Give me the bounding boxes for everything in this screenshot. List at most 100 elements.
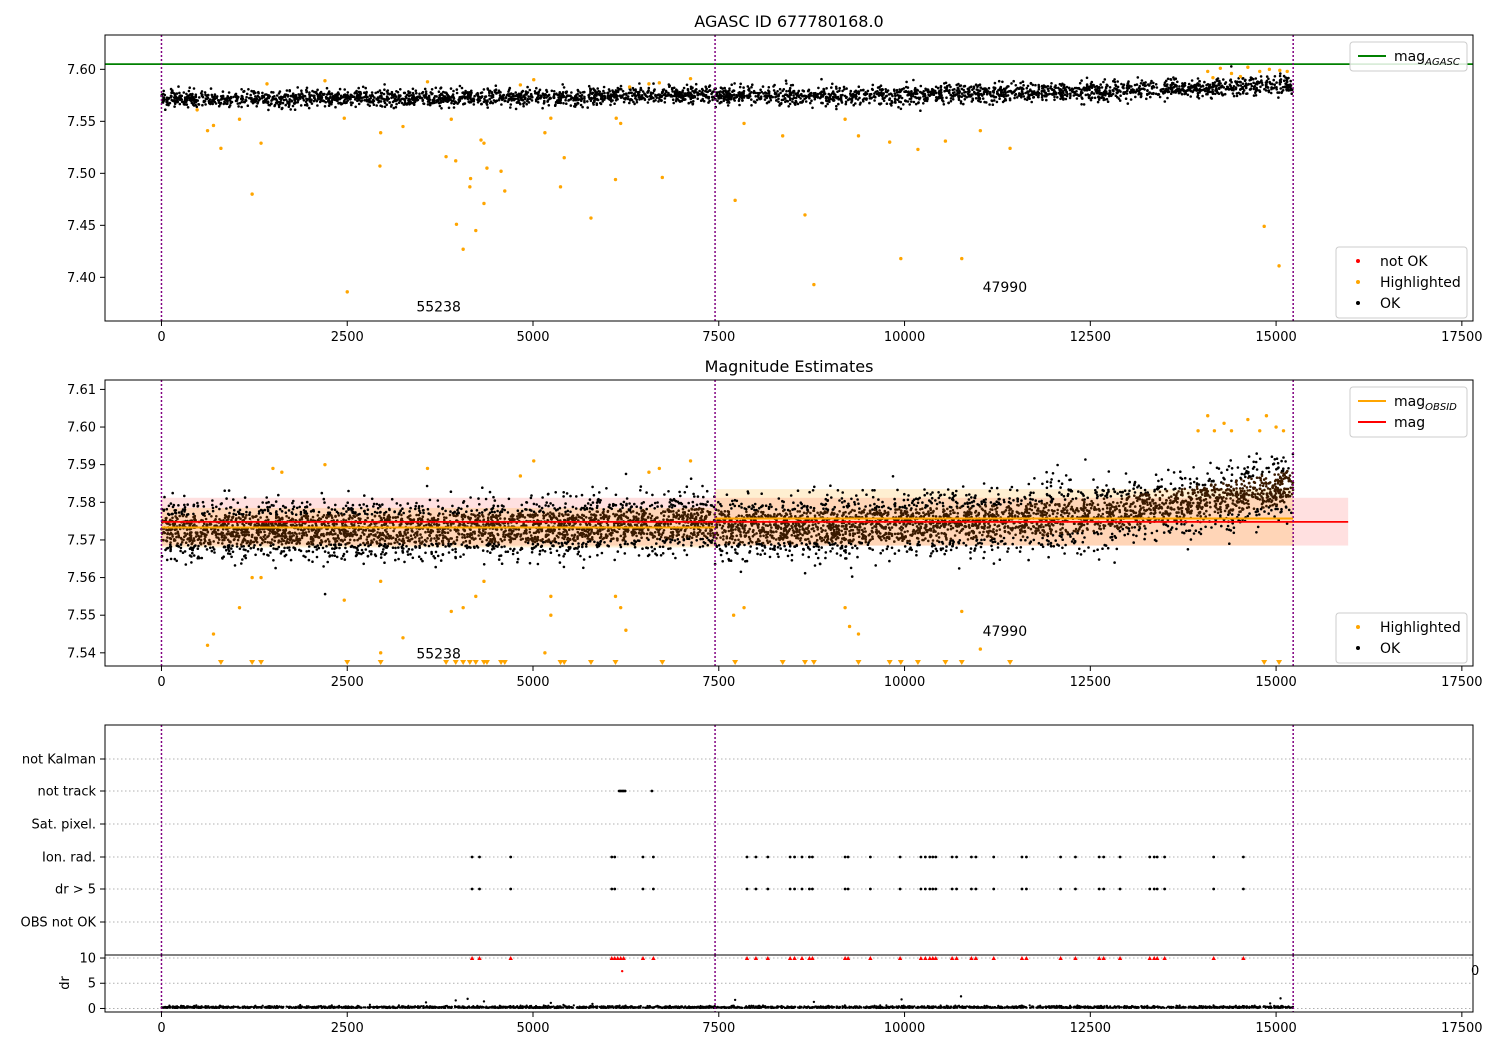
p1-ok-point: [310, 94, 313, 97]
p2-ok-point: [585, 542, 588, 546]
p1-ok-point: [994, 95, 998, 99]
p2-ok-point: [259, 549, 263, 552]
p1-ok-point: [935, 97, 938, 101]
p1-ok-point: [741, 91, 745, 95]
p1-ok-point: [992, 89, 995, 93]
p1-ok-point: [242, 89, 246, 93]
p1-ok-point: [410, 101, 414, 105]
p1-ok-point: [520, 96, 523, 99]
p1-ok-point: [595, 97, 599, 101]
p2-ok-point: [530, 551, 534, 554]
p1-ok-point: [997, 88, 1000, 92]
p1-ok-point: [1007, 90, 1011, 93]
p1-ok-point: [999, 93, 1003, 96]
p1-ok-point: [1042, 89, 1045, 93]
p1-ok-point: [905, 80, 908, 84]
p1-ok-point: [329, 102, 333, 105]
p1-ok-point: [719, 100, 723, 104]
p1-ok-point: [1250, 84, 1254, 88]
p1-ok-point: [602, 89, 605, 93]
p2-ok-point: [192, 554, 196, 557]
p2-ok-point: [480, 511, 484, 514]
p1-ok-point: [188, 98, 192, 102]
p1-ok-point: [1115, 88, 1118, 91]
p1-ok-point: [925, 99, 929, 103]
p2-ok-point: [411, 530, 414, 533]
p1-ok-point: [634, 90, 638, 93]
p1-ok-point: [415, 91, 418, 95]
p1-ok-point: [490, 92, 494, 95]
p1-ok-point: [1010, 92, 1014, 95]
p1-ok-point: [960, 95, 963, 98]
p1-ok-point: [449, 87, 453, 90]
p1-highlighted-point: [543, 131, 547, 135]
p1-ok-point: [171, 89, 174, 92]
p1-ok-point: [728, 95, 732, 99]
p1-ok-point: [165, 98, 169, 102]
p1-ok-point: [488, 94, 491, 97]
p2-ok-point: [338, 546, 341, 550]
p2-ok-point: [298, 532, 301, 535]
p1-ok-point: [583, 100, 586, 104]
p1-ok-point: [448, 95, 451, 99]
p1-ok-point: [385, 90, 389, 93]
p1-ok-point: [997, 93, 1000, 97]
p1-ok-point: [270, 90, 273, 94]
p1-highlighted-point: [803, 213, 807, 217]
p2-ok-point: [588, 555, 592, 559]
p1-ok-point: [165, 103, 169, 106]
p1-ok-point: [637, 90, 640, 94]
p1-ok-point: [1206, 83, 1210, 86]
p1-ok-point: [1022, 84, 1025, 87]
p1-ok-point: [512, 94, 515, 98]
p1-ok-point: [1126, 102, 1130, 105]
p1-ok-point: [1138, 84, 1141, 88]
p1-ok-point: [732, 93, 736, 97]
p2-ok-point: [344, 523, 347, 527]
p1-ok-point: [1226, 86, 1230, 89]
p1-ok-point: [264, 93, 267, 96]
p1-ok-point: [1249, 78, 1253, 81]
p1-ok-point: [1046, 85, 1050, 88]
p1-ok-point: [189, 93, 192, 96]
p1-ok-point: [759, 95, 763, 98]
p1-ok-point: [1244, 82, 1248, 85]
p1-ok-point: [611, 89, 614, 92]
p1-ok-point: [675, 95, 678, 98]
p2-ok-point: [245, 505, 249, 509]
p1-ok-point: [378, 89, 382, 92]
p1-ok-point: [547, 104, 551, 107]
p1-ok-point: [957, 95, 960, 98]
p1-ok-point: [908, 103, 911, 106]
p1-ok-point: [841, 89, 844, 93]
p1-ok-point: [769, 94, 773, 98]
p1-ok-point: [627, 91, 631, 95]
p2-ok-point: [383, 539, 387, 542]
p1-ok-point: [590, 96, 593, 100]
p1-ok-point: [590, 92, 594, 96]
p1-xtick-label: 0: [157, 330, 165, 345]
p2-ok-point: [581, 535, 584, 538]
p1-ok-point: [878, 85, 881, 89]
p2-ok-point: [670, 538, 674, 542]
p2-ok-point: [328, 533, 331, 536]
p2-ok-point: [394, 551, 398, 554]
p2-ok-point: [663, 510, 667, 513]
p1-ok-point: [1075, 93, 1078, 96]
p1-ok-point: [1139, 82, 1143, 85]
p1-ok-point: [1131, 91, 1135, 94]
p2-ok-point: [660, 511, 663, 515]
p1-ok-point: [190, 95, 193, 99]
p1-ok-point: [681, 91, 684, 94]
p2-ok-point: [633, 502, 636, 506]
p1-ok-point: [854, 97, 858, 100]
p1-ok-point: [800, 94, 804, 98]
p1-ok-point: [1211, 83, 1215, 87]
p1-ok-point: [409, 98, 412, 101]
p1-ok-point: [1169, 78, 1172, 81]
p1-ok-point: [776, 90, 779, 93]
p2-ok-point: [275, 515, 278, 518]
p1-ok-point: [1001, 80, 1004, 84]
p1-highlighted-point: [1008, 146, 1012, 151]
